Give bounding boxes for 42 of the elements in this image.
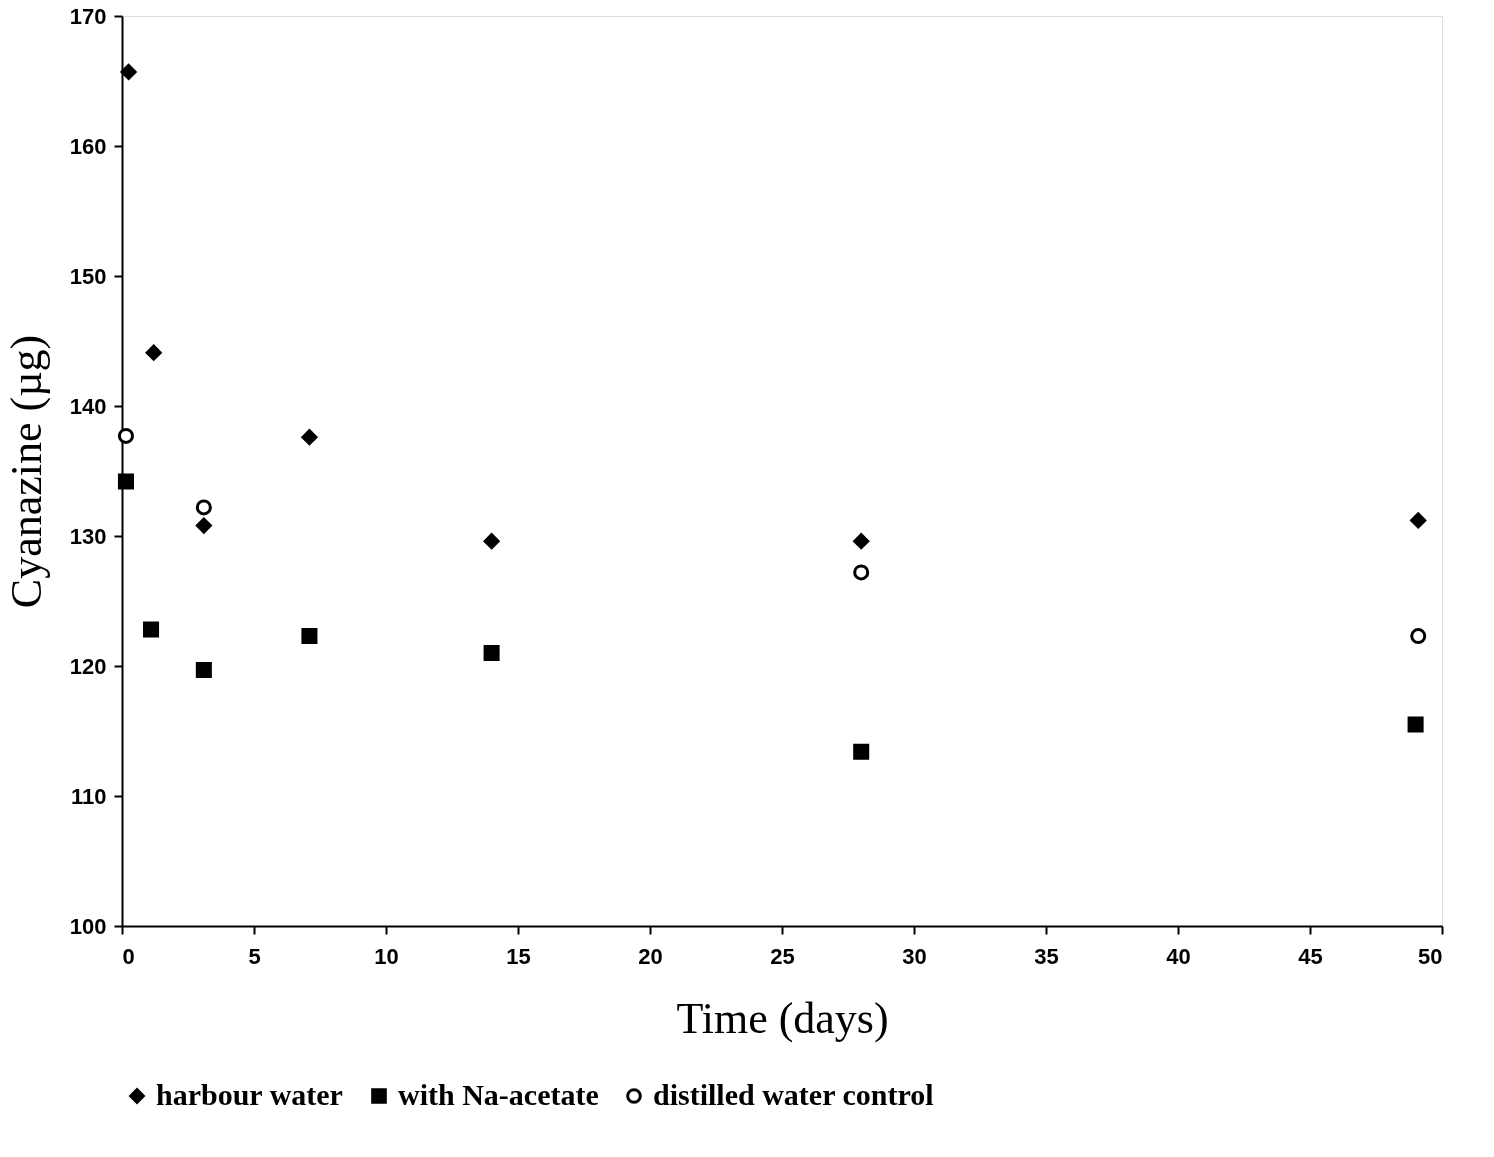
legend-label: with Na-acetate — [398, 1078, 599, 1111]
point — [301, 628, 318, 645]
y-tick-label: 150 — [69, 263, 107, 289]
y-tick-label: 160 — [69, 133, 107, 159]
x-tick-label: 20 — [638, 943, 663, 969]
y-tick-label: 130 — [69, 523, 107, 549]
y-tick-label: 170 — [69, 3, 107, 29]
x-tick-label: 10 — [374, 943, 399, 969]
x-tick-label: 25 — [770, 943, 795, 969]
point — [853, 743, 870, 760]
point — [483, 644, 500, 662]
x-tick-label: 15 — [506, 943, 531, 969]
point — [195, 517, 212, 534]
point — [301, 429, 318, 446]
x-tick-label: 5 — [248, 943, 261, 969]
x-tick-label: 0 — [122, 943, 135, 969]
legend-label: distilled water control — [653, 1078, 934, 1111]
point — [145, 344, 162, 361]
y-tick-label: 120 — [69, 653, 107, 679]
x-tick-label: 30 — [902, 943, 927, 969]
point — [143, 621, 160, 638]
point — [1410, 512, 1427, 529]
point — [1407, 716, 1424, 733]
point — [120, 63, 137, 80]
point — [853, 533, 870, 550]
point — [195, 499, 212, 516]
y-tick-label: 110 — [71, 783, 107, 809]
point — [117, 427, 134, 444]
point — [853, 564, 870, 581]
point — [1410, 628, 1427, 645]
x-tick-label: 45 — [1298, 943, 1323, 969]
x-tick-label: 40 — [1166, 943, 1191, 969]
x-tick-label: 35 — [1034, 943, 1059, 969]
x-tick-label: 50 — [1418, 943, 1443, 969]
y-axis-title: Cyanazine (µg) — [1, 334, 51, 609]
x-axis-title: Time (days) — [676, 993, 889, 1043]
y-tick-label: 140 — [69, 393, 107, 419]
point — [483, 533, 500, 550]
point — [117, 473, 134, 490]
point — [195, 661, 212, 678]
y-tick-label: 100 — [69, 913, 107, 939]
legend-label: harbour water — [156, 1078, 343, 1111]
